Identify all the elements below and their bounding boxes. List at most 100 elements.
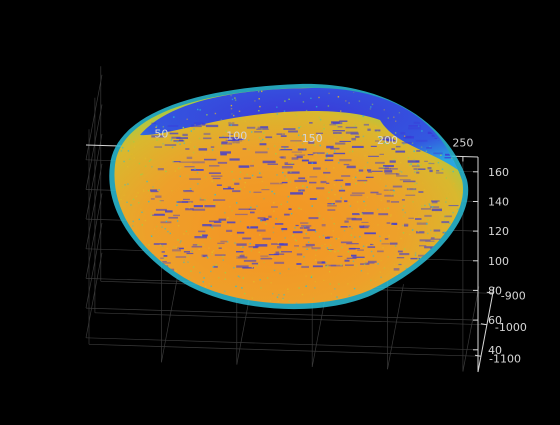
point-streak: [345, 131, 358, 134]
point: [276, 113, 278, 115]
point-streak: [246, 226, 259, 229]
point-streak: [212, 177, 221, 180]
point-streak: [162, 261, 167, 263]
point: [301, 142, 304, 145]
point: [400, 237, 402, 240]
point-streak: [327, 205, 337, 207]
point: [263, 197, 265, 200]
point-streak: [162, 262, 171, 264]
point: [359, 122, 361, 124]
point: [243, 186, 246, 188]
point: [203, 277, 205, 279]
point: [283, 110, 286, 112]
point: [254, 100, 256, 102]
point: [319, 118, 322, 121]
point: [327, 197, 329, 199]
tick-labels: 50 100 150 200 250 40 60 80 100 120 140 160 -900 -100…: [154, 127, 526, 365]
point: [459, 123, 461, 126]
point: [306, 186, 308, 188]
point: [123, 194, 125, 196]
point: [233, 114, 235, 117]
point-streak: [193, 205, 203, 208]
point-streak: [210, 146, 215, 148]
point: [356, 201, 359, 203]
point-streak: [327, 249, 334, 250]
point: [393, 193, 395, 196]
point: [225, 149, 227, 151]
point: [211, 149, 214, 151]
point: [318, 236, 321, 238]
point: [130, 153, 132, 156]
point: [242, 246, 244, 248]
point: [408, 258, 411, 261]
point: [147, 265, 149, 267]
point-streak: [344, 220, 349, 223]
point: [144, 157, 147, 160]
point: [298, 134, 300, 136]
point-streak: [346, 257, 357, 259]
point: [276, 174, 278, 176]
point: [197, 108, 199, 111]
point: [149, 119, 152, 122]
point: [414, 254, 417, 256]
point: [412, 201, 414, 203]
point-streak: [364, 232, 376, 235]
point: [288, 268, 290, 270]
point: [397, 227, 400, 229]
point-streak: [335, 200, 342, 203]
point-streak: [363, 225, 370, 227]
point: [280, 203, 282, 206]
point: [238, 133, 240, 135]
point: [138, 162, 141, 165]
point: [284, 100, 286, 102]
point: [372, 243, 374, 245]
y-tick: [480, 323, 487, 326]
point: [469, 103, 470, 104]
point: [164, 305, 165, 306]
point: [260, 220, 262, 222]
point: [301, 293, 304, 296]
point-streak: [339, 120, 348, 122]
point: [323, 279, 325, 282]
point: [384, 290, 386, 292]
point: [352, 177, 354, 179]
point: [312, 159, 314, 161]
point: [331, 217, 333, 220]
point-streak: [416, 222, 428, 225]
point-streak: [173, 140, 185, 142]
point: [140, 208, 142, 210]
point: [365, 262, 367, 264]
point: [469, 205, 470, 206]
point: [435, 102, 438, 105]
point-streak: [348, 247, 356, 250]
point: [403, 205, 405, 207]
point: [184, 291, 187, 293]
point-streak: [374, 129, 381, 132]
point: [170, 138, 173, 141]
point: [200, 234, 203, 237]
point-streak: [291, 151, 302, 153]
point: [133, 157, 136, 159]
point: [349, 130, 351, 132]
point: [449, 222, 451, 224]
point: [361, 213, 363, 215]
point-streak: [204, 205, 216, 208]
point: [154, 119, 156, 121]
point: [150, 212, 152, 214]
point-streak: [236, 251, 244, 253]
point: [185, 230, 188, 232]
point: [408, 154, 410, 156]
point: [422, 182, 424, 184]
point: [253, 248, 255, 250]
point-streak: [384, 168, 391, 170]
point: [357, 208, 360, 210]
point: [362, 135, 365, 138]
point: [273, 202, 275, 204]
point: [401, 171, 403, 173]
point: [139, 280, 142, 283]
point: [282, 297, 284, 300]
point-streak: [204, 158, 217, 161]
point: [429, 103, 431, 105]
point-streak: [154, 146, 162, 148]
